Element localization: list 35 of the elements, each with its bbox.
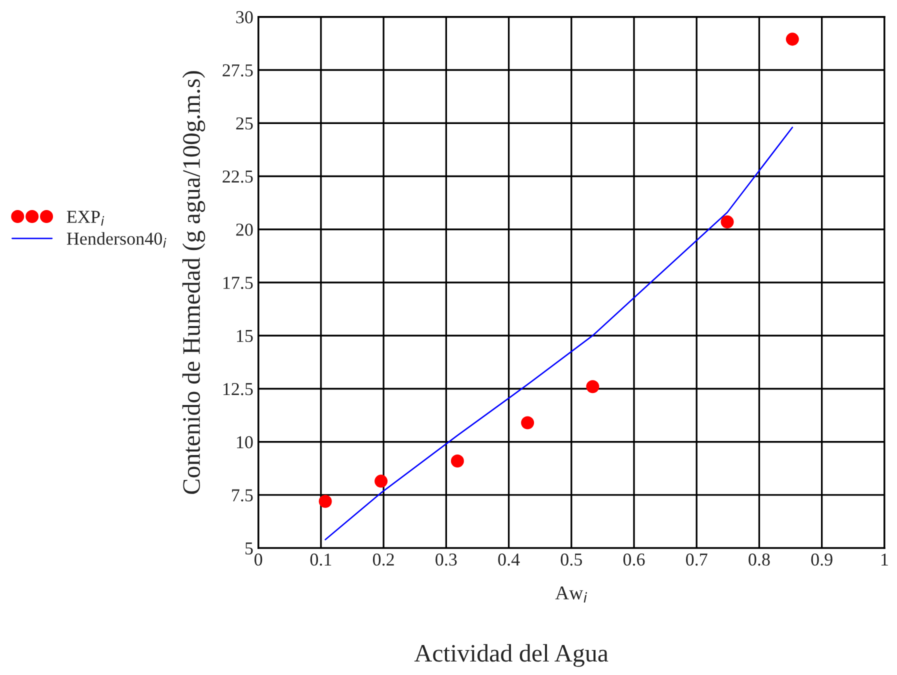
y-axis-title: Contenido de Humedad (g agua/100g.m.s) — [182, 71, 206, 494]
y-tick-label: 25 — [236, 117, 253, 130]
y-tick-label: 20 — [236, 224, 253, 236]
y-tick-label: 15 — [237, 330, 253, 342]
x-tick-label: 0.4 — [498, 553, 520, 566]
point — [720, 215, 734, 228]
y-tick-label: 10 — [237, 436, 253, 448]
y-tick-label: 12.5 — [223, 383, 253, 396]
x-tick-label: 0.8 — [748, 553, 770, 566]
x-tick-label: 0.1 — [310, 553, 332, 566]
y-tick-label: 17.5 — [223, 276, 253, 290]
y-tick-label: 22.5 — [222, 170, 253, 183]
x-tick-label: 0 — [254, 553, 262, 566]
x-tick-label: 1 — [882, 554, 888, 566]
point — [521, 416, 534, 430]
y-tick-label: 5 — [245, 542, 253, 555]
x-tick-label: 0.6 — [623, 553, 645, 566]
x-tick-label: 0.3 — [436, 553, 457, 566]
x-tick-label: 0.7 — [686, 553, 708, 566]
point — [374, 474, 388, 488]
text: Actividad del Agua — [414, 644, 608, 667]
point — [450, 454, 464, 468]
y-tick-label: 30 — [236, 11, 253, 24]
x-tick-label: 0.2 — [372, 553, 394, 566]
y-tick-label: 7.5 — [232, 489, 253, 502]
y-tick-label: 27.5 — [222, 64, 253, 77]
point — [318, 494, 332, 508]
legend-label: EXP$_{i}$ — [66, 210, 104, 226]
x-axis-title: Aw$_{i}$ — [555, 586, 588, 602]
legend-label: Henderson40$_{i}$ — [66, 232, 166, 248]
x-tick-label: 0.9 — [811, 553, 832, 566]
x-tick-label: 0.5 — [560, 553, 582, 566]
point — [586, 380, 600, 394]
point — [786, 32, 799, 46]
line-series — [324, 126, 794, 540]
